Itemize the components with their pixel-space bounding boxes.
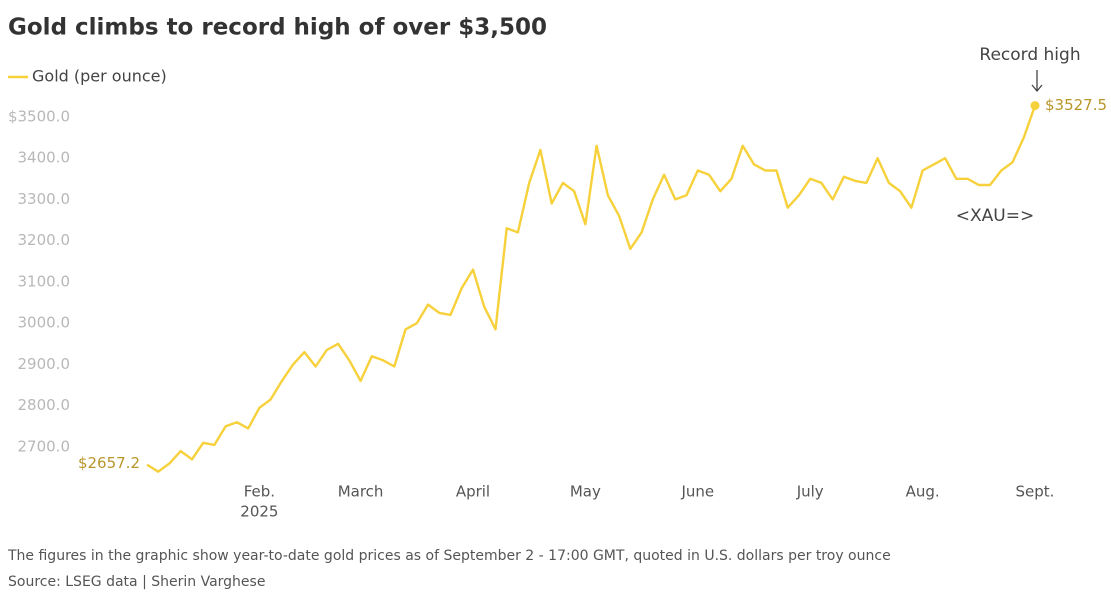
line xyxy=(146,105,1037,473)
chart-title: Gold climbs to record high of over $3,50… xyxy=(8,15,547,41)
y-tick-label: 2900.0 xyxy=(18,355,71,373)
y-tick-label: 3400.0 xyxy=(18,149,71,167)
y-tick-label: 2800.0 xyxy=(18,396,71,414)
y-tick-label: $3500.0 xyxy=(8,107,70,125)
record-annotation: Record high xyxy=(979,45,1080,65)
y-tick-label: 3100.0 xyxy=(18,272,71,290)
x-tick-label: June xyxy=(680,483,714,501)
x-tick-label: March xyxy=(338,483,384,501)
footnote: The figures in the graphic show year-to-… xyxy=(7,548,891,564)
x-tick-label: Feb. xyxy=(244,483,275,501)
y-tick-label: 3300.0 xyxy=(18,190,71,208)
annotation-arrowhead xyxy=(1031,84,1043,93)
value-label: $2657.2 xyxy=(78,454,140,472)
legend-label: Gold (per ounce) xyxy=(32,67,167,86)
x-tick-label: May xyxy=(570,483,601,501)
y-tick-label: 3200.0 xyxy=(18,231,71,249)
ticker-annotation: <XAU=> xyxy=(956,206,1034,226)
value-label: $3527.5 xyxy=(1045,96,1107,114)
source: Source: LSEG data | Sherin Varghese xyxy=(8,574,265,590)
y-tick-label: 2700.0 xyxy=(18,437,71,455)
x-tick-label: Sept. xyxy=(1016,483,1055,501)
x-sublabel: 2025 xyxy=(240,503,278,521)
x-tick-label: Aug. xyxy=(906,483,940,501)
end-point xyxy=(1030,101,1040,111)
y-tick-label: 3000.0 xyxy=(18,314,71,332)
x-tick-label: July xyxy=(796,483,824,501)
x-tick-label: April xyxy=(456,483,490,501)
